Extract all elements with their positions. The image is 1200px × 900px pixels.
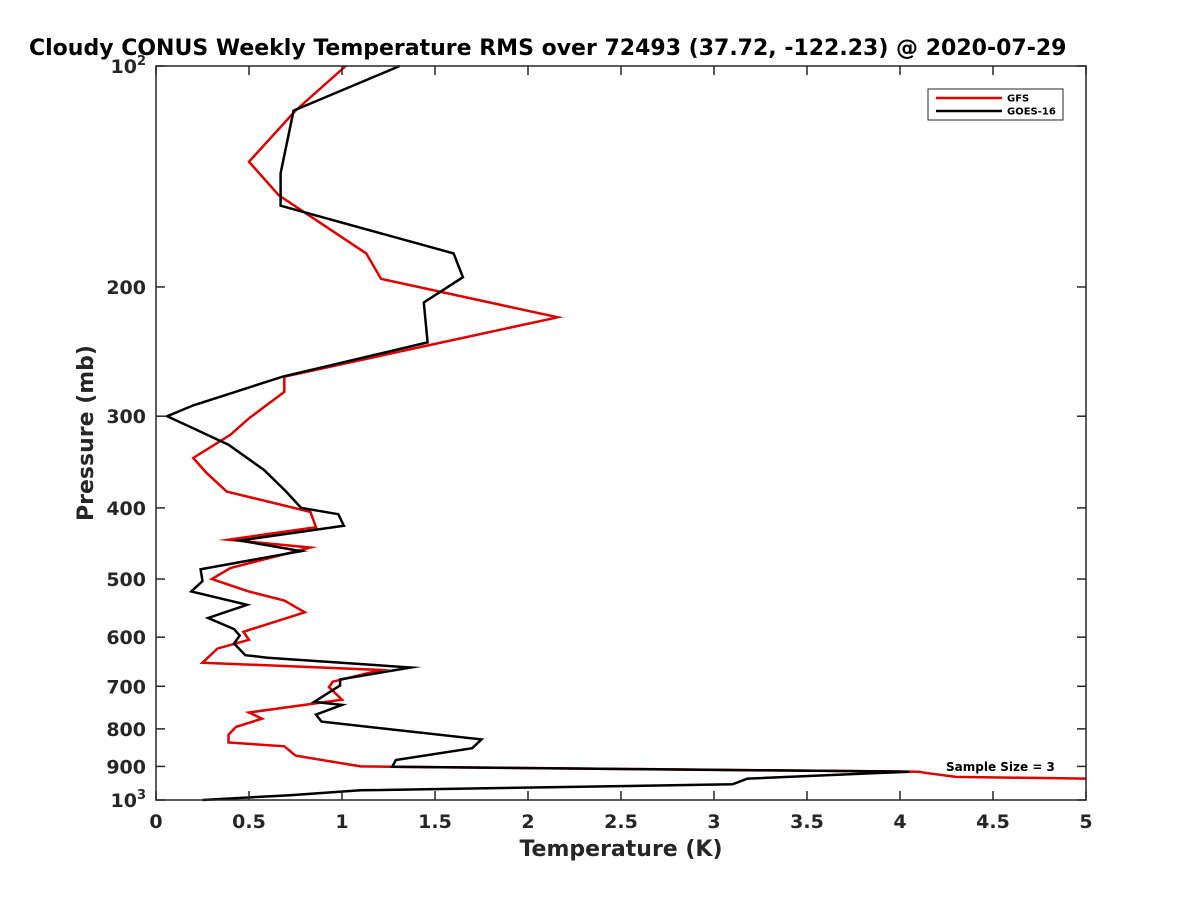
x-tick-label: 5 bbox=[1079, 811, 1092, 833]
series-line-goes16 bbox=[164, 64, 910, 802]
legend-box bbox=[927, 88, 1064, 121]
x-tick-label: 0.5 bbox=[232, 811, 266, 833]
y-tick-label: 500 bbox=[106, 569, 146, 591]
y-tick-label: 102 bbox=[111, 54, 147, 78]
y-tick-label: 700 bbox=[106, 676, 146, 698]
x-tick-label: 3.5 bbox=[790, 811, 824, 833]
y-tick-label: 103 bbox=[111, 788, 147, 812]
y-tick-label: 800 bbox=[106, 719, 146, 741]
x-tick-label: 2 bbox=[521, 811, 534, 833]
series-line-gfs bbox=[191, 65, 1087, 780]
y-axis-ticks: 102 200 300 400 500 600 700 800 900 103 bbox=[106, 54, 1086, 812]
x-tick-label: 0 bbox=[149, 811, 162, 833]
legend-label-gfs: GFS bbox=[1007, 94, 1029, 105]
x-axis-ticks: 0 0.5 1 1.5 2 2.5 3 3.5 4 4.5 5 bbox=[149, 66, 1093, 833]
x-tick-label: 3 bbox=[707, 811, 720, 833]
x-tick-label: 1 bbox=[335, 811, 348, 833]
y-tick-label: 400 bbox=[106, 498, 146, 520]
x-tick-label: 1.5 bbox=[418, 811, 452, 833]
y-tick-label: 600 bbox=[106, 627, 146, 649]
y-tick-label: 900 bbox=[106, 756, 146, 778]
x-tick-label: 4.5 bbox=[976, 811, 1010, 833]
x-axis-label: Temperature (K) bbox=[519, 837, 722, 862]
chart-title: Cloudy CONUS Weekly Temperature RMS over… bbox=[29, 36, 1066, 61]
sample-size-annotation: Sample Size = 3 bbox=[946, 760, 1055, 774]
x-tick-label: 2.5 bbox=[604, 811, 638, 833]
y-axis-label: Pressure (mb) bbox=[74, 345, 99, 521]
y-tick-label: 300 bbox=[106, 406, 146, 428]
x-tick-label: 4 bbox=[893, 811, 906, 833]
y-tick-label: 200 bbox=[106, 277, 146, 299]
legend: GFS GOES-16 bbox=[927, 88, 1064, 121]
plot-frame bbox=[155, 65, 1087, 801]
series-layer bbox=[164, 64, 1087, 802]
legend-label-goes16: GOES-16 bbox=[1007, 107, 1056, 118]
